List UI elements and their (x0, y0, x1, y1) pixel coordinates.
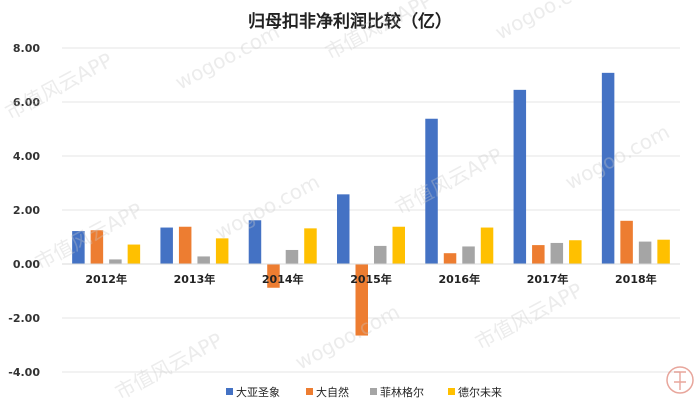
legend-swatch (306, 388, 313, 395)
legend-label: 菲林格尔 (380, 385, 424, 399)
x-tick-label: 2016年 (438, 272, 480, 286)
bar-德尔未来-2016年 (480, 227, 494, 264)
x-tick-label: 2013年 (174, 272, 216, 286)
legend-swatch (226, 388, 233, 395)
x-tick-label: 2018年 (615, 272, 657, 286)
legend-swatch (370, 388, 377, 395)
watermark-text: 市值风云APP (111, 328, 226, 405)
bar-大自然-2013年 (178, 226, 192, 264)
bar-菲林格尔-2017年 (550, 242, 564, 264)
bar-大自然-2014年 (267, 264, 280, 288)
bar-德尔未来-2013年 (215, 238, 229, 264)
y-tick-label: 2.00 (13, 204, 40, 217)
y-tick-label: -4.00 (8, 366, 40, 379)
y-tick-label: -2.00 (8, 312, 40, 325)
bar-大自然-2018年 (620, 220, 633, 264)
legend-label: 大自然 (316, 385, 349, 399)
logo-seal (666, 366, 694, 394)
x-tick-label: 2014年 (262, 272, 304, 286)
bar-大自然-2016年 (443, 253, 457, 264)
watermark-text: 市值风云APP (321, 0, 436, 64)
bar-大自然-2017年 (532, 245, 545, 264)
x-tick-label: 2015年 (350, 272, 392, 286)
x-tick-label: 2017年 (527, 272, 569, 286)
legend-label: 大亚圣象 (236, 385, 280, 399)
bar-菲林格尔-2014年 (285, 249, 299, 264)
bar-德尔未来-2017年 (569, 240, 582, 264)
bar-菲林格尔-2015年 (374, 245, 387, 264)
y-axis-ticks: 8.00 6.00 4.00 2.00 0.00 -2.00 -4.00 (8, 42, 40, 379)
bars (72, 72, 670, 336)
watermark-text: wogoo.com (491, 0, 603, 44)
y-tick-label: 0.00 (13, 258, 40, 271)
bar-大亚圣象-2018年 (601, 72, 615, 264)
chart-title: 归母扣非净利润比较（亿） (248, 11, 452, 32)
bar-大自然-2012年 (90, 230, 104, 264)
y-tick-label: 6.00 (13, 96, 40, 109)
watermark-text: 市值风云APP (391, 143, 506, 220)
x-axis-ticks: 2012年 2013年 2014年 2015年 2016年 2017年 2018年 (85, 272, 656, 286)
watermark-text: wogoo.com (561, 119, 673, 194)
y-tick-label: 4.00 (13, 150, 40, 163)
bar-德尔未来-2014年 (304, 228, 317, 264)
bar-大亚圣象-2014年 (248, 220, 262, 264)
y-tick-label: 8.00 (13, 42, 40, 55)
bar-德尔未来-2018年 (657, 239, 670, 264)
bar-菲林格尔-2018年 (638, 241, 652, 264)
bar-大亚圣象-2015年 (337, 194, 350, 264)
watermark-text: 市值风云APP (471, 278, 586, 355)
bar-菲林格尔-2016年 (462, 246, 475, 264)
bar-德尔未来-2012年 (127, 244, 141, 264)
bar-大自然-2015年 (355, 264, 368, 336)
bar-菲林格尔-2012年 (109, 259, 122, 264)
bar-大亚圣象-2016年 (425, 118, 438, 265)
bar-大亚圣象-2013年 (160, 227, 173, 264)
watermark-text: wogoo.com (291, 299, 403, 374)
watermark-text: 市值风云APP (1, 48, 116, 125)
bar-大亚圣象-2012年 (72, 231, 85, 264)
watermark-text: wogoo.com (171, 19, 283, 94)
bar-菲林格尔-2013年 (197, 256, 210, 264)
legend: 大亚圣象 大自然 菲林格尔 德尔未来 (226, 385, 502, 399)
x-tick-label: 2012年 (85, 272, 127, 286)
legend-swatch (448, 388, 455, 395)
bar-大亚圣象-2017年 (513, 89, 527, 264)
bar-德尔未来-2015年 (392, 226, 405, 264)
legend-label: 德尔未来 (458, 385, 502, 399)
logo-mark (674, 371, 686, 390)
